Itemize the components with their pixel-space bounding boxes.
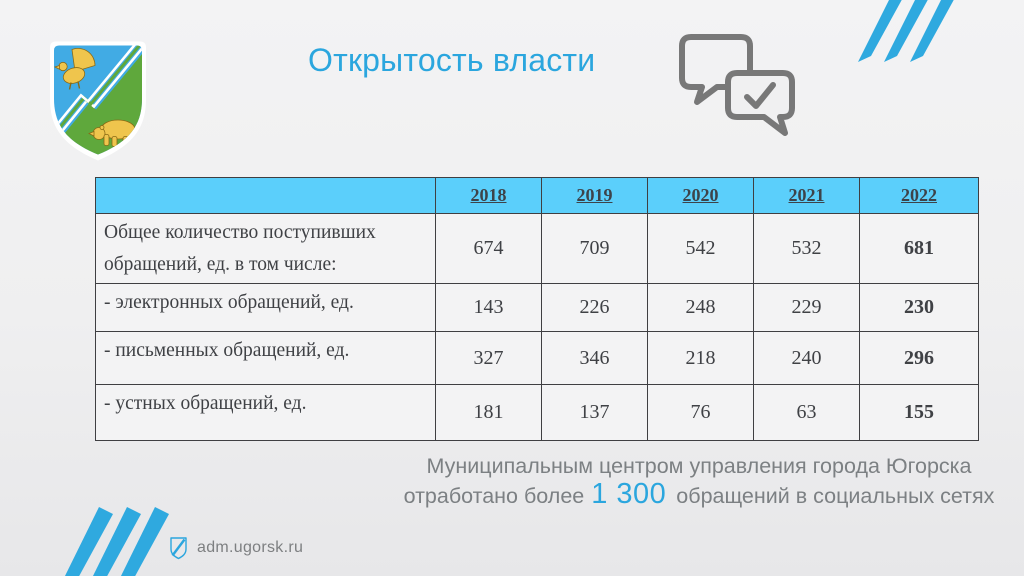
year-header-cell: 2018 bbox=[435, 177, 542, 214]
value-cell: 155 bbox=[859, 384, 979, 441]
year-header-cell: 2022 bbox=[859, 177, 979, 214]
value-cell: 296 bbox=[859, 331, 979, 385]
year-header-cell: 2020 bbox=[647, 177, 754, 214]
value-cell: 346 bbox=[541, 331, 648, 385]
page-title: Открытость власти bbox=[308, 42, 596, 78]
value-cell: 230 bbox=[859, 283, 979, 332]
value-cell: 240 bbox=[753, 331, 860, 385]
checkmark-icon bbox=[744, 82, 776, 109]
value-cell: 226 bbox=[541, 283, 648, 332]
chat-bubbles-check-icon bbox=[679, 34, 795, 136]
row-label-cell: - электронных обращений, ед. bbox=[95, 283, 436, 332]
row-label-cell: - устных обращений, ед. bbox=[95, 384, 436, 441]
year-header-cell: 2019 bbox=[541, 177, 648, 214]
note-text-after: обращений в социальных сетях bbox=[676, 483, 995, 508]
row-label-cell: Общее количество поступивших обращений, … bbox=[95, 213, 436, 284]
value-cell: 229 bbox=[753, 283, 860, 332]
value-cell: 76 bbox=[647, 384, 754, 441]
footer-site-url: adm.ugorsk.ru bbox=[197, 539, 304, 556]
value-cell: 63 bbox=[753, 384, 860, 441]
value-cell: 709 bbox=[541, 213, 648, 284]
table-row: Общее количество поступивших обращений, … bbox=[95, 213, 979, 284]
row-label-cell: - письменных обращений, ед. bbox=[95, 331, 436, 385]
appeals-table: 2018 2019 2020 2021 2022 Общее количеств… bbox=[95, 177, 979, 441]
ugorsk-coat-of-arms-icon bbox=[50, 41, 146, 161]
value-cell: 532 bbox=[753, 213, 860, 284]
value-cell: 248 bbox=[647, 283, 754, 332]
value-cell: 143 bbox=[435, 283, 542, 332]
empty-header-cell bbox=[95, 177, 436, 214]
note-highlight-number: 1 300 bbox=[591, 477, 667, 510]
value-cell: 542 bbox=[647, 213, 754, 284]
table-header-row: 2018 2019 2020 2021 2022 bbox=[95, 177, 979, 214]
value-cell: 218 bbox=[647, 331, 754, 385]
value-cell: 674 bbox=[435, 213, 542, 284]
year-header-cell: 2021 bbox=[753, 177, 860, 214]
value-cell: 137 bbox=[541, 384, 648, 441]
table-row: - устных обращений, ед. 181 137 76 63 15… bbox=[95, 384, 979, 441]
table-row: - письменных обращений, ед. 327 346 218 … bbox=[95, 331, 979, 385]
value-cell: 181 bbox=[435, 384, 542, 441]
value-cell: 681 bbox=[859, 213, 979, 284]
note-text-before: Муниципальным центром управления города … bbox=[403, 454, 972, 508]
bird-glyph bbox=[54, 48, 96, 90]
diagonal-stripes-top-right-icon bbox=[858, 0, 954, 62]
value-cell: 327 bbox=[435, 331, 542, 385]
site-shield-icon bbox=[170, 537, 187, 560]
table-row: - электронных обращений, ед. 143 226 248… bbox=[95, 283, 979, 332]
social-media-note: Муниципальным центром управления города … bbox=[398, 454, 1000, 510]
diagonal-stripes-bottom-left-icon bbox=[64, 507, 169, 576]
footer: adm.ugorsk.ru bbox=[168, 535, 303, 561]
